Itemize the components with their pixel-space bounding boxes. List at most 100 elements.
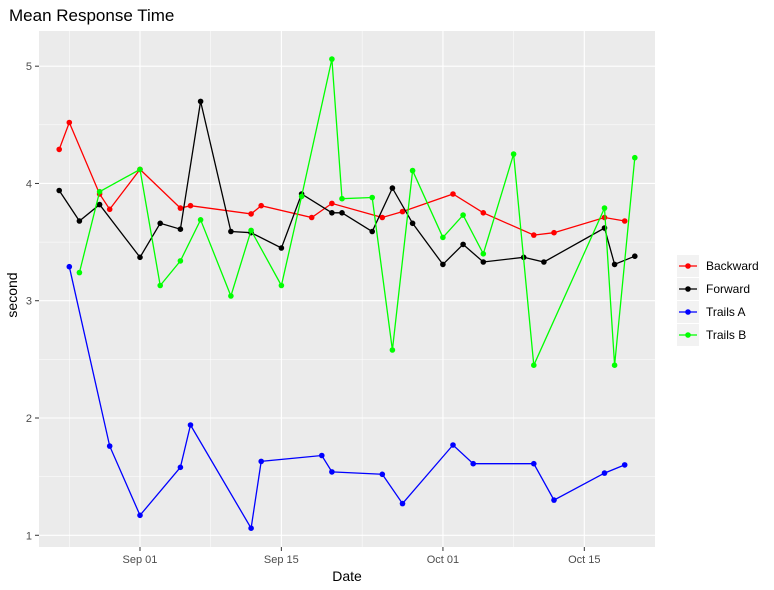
chart-title: Mean Response Time xyxy=(9,6,174,25)
data-point xyxy=(621,218,628,224)
series-forward xyxy=(56,98,638,268)
data-point xyxy=(601,205,608,211)
data-point xyxy=(248,227,254,234)
legend-item: Backward xyxy=(677,255,759,277)
data-point xyxy=(329,200,335,207)
legend: Backward Forward Trails A Trails B xyxy=(677,255,759,346)
data-point xyxy=(480,259,487,265)
data-point xyxy=(510,151,517,157)
plot-panel xyxy=(39,31,655,547)
series-backward xyxy=(56,119,628,238)
data-point xyxy=(389,185,396,191)
data-point xyxy=(379,214,386,221)
data-point xyxy=(369,194,376,201)
data-point xyxy=(177,205,184,211)
legend-key-point xyxy=(685,332,691,338)
data-point xyxy=(399,208,406,215)
data-point xyxy=(278,282,285,289)
y-tick-label: 2 xyxy=(26,413,32,425)
data-point xyxy=(96,188,103,195)
data-point xyxy=(76,218,83,224)
data-point xyxy=(278,245,285,251)
data-point xyxy=(56,146,62,153)
data-point xyxy=(248,525,254,531)
data-point xyxy=(329,56,335,62)
data-point xyxy=(319,452,325,459)
data-point xyxy=(541,259,547,265)
x-tick-label: Oct 15 xyxy=(568,554,600,566)
legend-label: Forward xyxy=(706,282,750,296)
data-point xyxy=(308,214,315,221)
data-point xyxy=(632,154,638,161)
grid-major xyxy=(39,31,655,547)
data-point xyxy=(228,293,234,299)
data-point xyxy=(106,206,113,213)
data-point xyxy=(440,234,446,241)
data-point xyxy=(551,229,557,236)
data-point xyxy=(450,442,456,448)
data-point xyxy=(258,458,265,465)
data-point xyxy=(157,282,163,289)
x-tick-label: Sep 15 xyxy=(264,554,299,566)
data-point xyxy=(601,470,608,476)
data-point xyxy=(379,471,386,478)
data-point xyxy=(298,193,305,200)
y-tick-label: 1 xyxy=(26,530,32,542)
data-point xyxy=(531,232,537,238)
data-point xyxy=(329,210,335,216)
y-tick-label: 4 xyxy=(26,178,32,190)
series-layer xyxy=(56,56,638,531)
data-point xyxy=(137,254,143,261)
data-point xyxy=(460,212,466,218)
data-point xyxy=(409,220,416,227)
legend-item: Trails B xyxy=(677,324,746,346)
data-point xyxy=(611,261,618,268)
data-point xyxy=(76,269,83,276)
grid-minor xyxy=(39,31,655,547)
x-axis: Sep 01 Sep 15 Oct 01 Oct 15 xyxy=(123,547,601,566)
legend-label: Backward xyxy=(706,259,759,273)
data-point xyxy=(258,202,265,209)
data-point xyxy=(187,422,194,428)
x-tick-label: Sep 01 xyxy=(123,554,158,566)
data-point xyxy=(197,98,204,105)
x-tick-label: Oct 01 xyxy=(427,554,459,566)
legend-item: Forward xyxy=(677,278,750,300)
data-point xyxy=(248,211,254,217)
data-point xyxy=(177,258,184,264)
data-point xyxy=(137,512,143,519)
data-point xyxy=(480,210,487,216)
data-point xyxy=(551,497,557,503)
data-point xyxy=(611,362,618,369)
legend-key-point xyxy=(685,263,691,269)
data-point xyxy=(440,261,446,268)
data-point xyxy=(470,460,477,467)
data-point xyxy=(137,166,143,173)
data-point xyxy=(329,469,335,475)
data-point xyxy=(621,462,628,468)
data-point xyxy=(450,191,456,197)
data-point xyxy=(157,220,163,227)
data-point xyxy=(409,167,416,174)
data-point xyxy=(389,347,396,353)
series-trails-b xyxy=(76,56,638,369)
data-point xyxy=(187,202,194,209)
data-point xyxy=(531,362,537,369)
data-point xyxy=(177,464,184,471)
legend-label: Trails A xyxy=(706,305,746,319)
y-axis-title: second xyxy=(4,272,20,317)
data-point xyxy=(369,228,376,235)
data-point xyxy=(531,460,537,467)
series-line xyxy=(58,101,636,266)
data-point xyxy=(66,119,73,126)
data-point xyxy=(106,443,113,449)
data-point xyxy=(228,228,234,235)
data-point xyxy=(339,195,345,202)
data-point xyxy=(399,500,406,507)
x-axis-title: Date xyxy=(332,568,362,584)
legend-item: Trails A xyxy=(677,301,746,323)
data-point xyxy=(632,253,638,259)
legend-key-point xyxy=(685,286,691,292)
legend-label: Trails B xyxy=(706,328,746,342)
